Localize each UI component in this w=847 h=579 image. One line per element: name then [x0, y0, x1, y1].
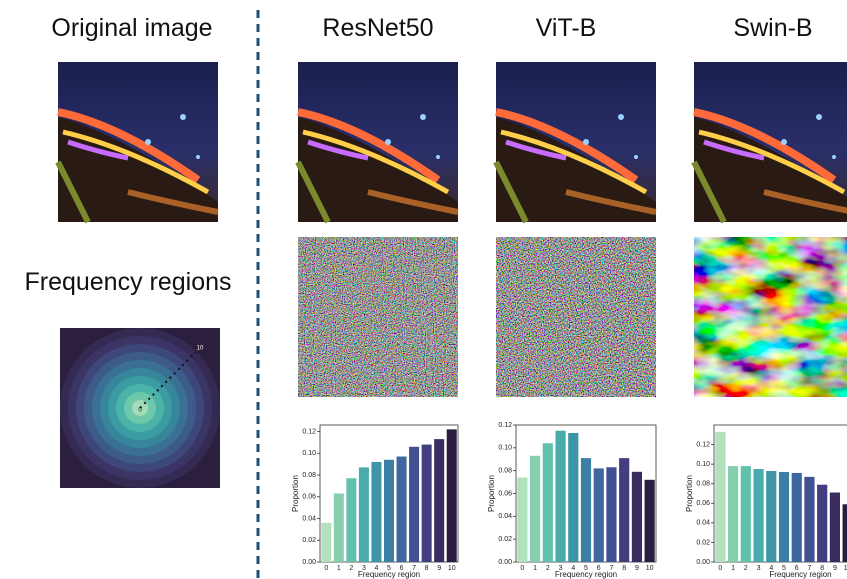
y-tick-label: 0.00 [302, 559, 316, 566]
y-tick-label: 0.12 [498, 422, 512, 429]
bar [581, 458, 591, 562]
y-tick-label: 0.12 [696, 441, 710, 448]
adversarial-image [496, 62, 656, 222]
bar [817, 485, 827, 562]
bar [334, 494, 344, 563]
y-tick-label: 0.08 [696, 481, 710, 488]
x-axis-label: Frequency region [769, 570, 831, 579]
bar [741, 466, 751, 562]
x-tick-label: 3 [757, 565, 761, 572]
bar [792, 473, 802, 562]
bar [830, 493, 840, 562]
bar [606, 467, 616, 562]
bar [645, 480, 655, 562]
bar [346, 478, 356, 562]
bar [371, 462, 381, 562]
bar [397, 457, 407, 562]
y-tick-label: 0.00 [696, 559, 710, 566]
column-header: ResNet50 [322, 14, 433, 42]
y-tick-label: 0.12 [302, 428, 316, 435]
x-tick-label: 8 [425, 565, 429, 572]
bar [632, 472, 642, 562]
perturbation-image [496, 237, 656, 397]
x-tick-label: 9 [635, 565, 639, 572]
bar [409, 447, 419, 562]
x-tick-label: 0 [718, 565, 722, 572]
column-header: Original image [51, 14, 212, 42]
x-tick-label: 2 [546, 565, 550, 572]
y-tick-label: 0.08 [302, 472, 316, 479]
y-tick-label: 0.04 [498, 513, 512, 520]
y-axis-label: Proportion [685, 475, 694, 512]
bar [447, 429, 457, 562]
x-tick-label: 9 [833, 565, 837, 572]
figure: Original image ResNet50 ViT-B Swin-B Fre… [0, 0, 847, 579]
row-label: Frequency regions [24, 268, 231, 296]
column-header: Swin-B [733, 14, 812, 42]
y-tick-label: 0.06 [498, 490, 512, 497]
adversarial-image [694, 62, 847, 222]
bar [843, 504, 847, 562]
x-tick-label: 2 [349, 565, 353, 572]
original-image [58, 62, 218, 222]
y-tick-label: 0.00 [498, 559, 512, 566]
x-axis-label: Frequency region [358, 570, 420, 579]
y-tick-label: 0.04 [302, 515, 316, 522]
y-tick-label: 0.02 [498, 536, 512, 543]
bar [753, 469, 763, 562]
bar [543, 443, 553, 562]
y-tick-label: 0.02 [302, 537, 316, 544]
bar [422, 445, 432, 562]
y-tick-label: 0.10 [696, 461, 710, 468]
bar [619, 458, 629, 562]
x-tick-label: 0 [520, 565, 524, 572]
bar [384, 460, 394, 562]
y-tick-label: 0.10 [302, 450, 316, 457]
bar [728, 466, 738, 562]
perturbation-image [298, 237, 458, 397]
y-axis-label: Proportion [291, 475, 300, 512]
bar-chart: 0.000.020.040.060.080.100.12012345678910… [685, 425, 847, 579]
y-tick-label: 0.10 [498, 445, 512, 452]
bar [555, 431, 565, 562]
perturbation-image [694, 237, 847, 397]
x-tick-label: 1 [731, 565, 735, 572]
bar [594, 468, 604, 562]
diagram-label: 10 [197, 346, 204, 352]
bar [517, 478, 527, 562]
bar [779, 472, 789, 562]
x-tick-label: 9 [437, 565, 441, 572]
x-tick-label: 1 [337, 565, 341, 572]
bar [321, 523, 331, 562]
y-tick-label: 0.06 [696, 500, 710, 507]
x-tick-label: 10 [646, 565, 654, 572]
y-axis-label: Proportion [487, 475, 496, 512]
column-header: ViT-B [536, 14, 597, 42]
bar [434, 439, 444, 562]
y-tick-label: 0.08 [498, 468, 512, 475]
x-tick-label: 8 [622, 565, 626, 572]
y-tick-label: 0.02 [696, 539, 710, 546]
x-tick-label: 2 [744, 565, 748, 572]
bar [804, 477, 814, 562]
x-tick-label: 10 [448, 565, 456, 572]
adversarial-image [298, 62, 458, 222]
x-axis-label: Frequency region [555, 570, 617, 579]
bar [766, 471, 776, 562]
frequency-diagram: 0 10 [60, 328, 220, 488]
y-tick-label: 0.04 [696, 520, 710, 527]
x-tick-label: 1 [533, 565, 537, 572]
x-tick-label: 0 [324, 565, 328, 572]
bar [715, 432, 725, 562]
bar [530, 456, 540, 562]
bar [568, 433, 578, 562]
y-tick-label: 0.06 [302, 494, 316, 501]
bar [359, 467, 369, 562]
